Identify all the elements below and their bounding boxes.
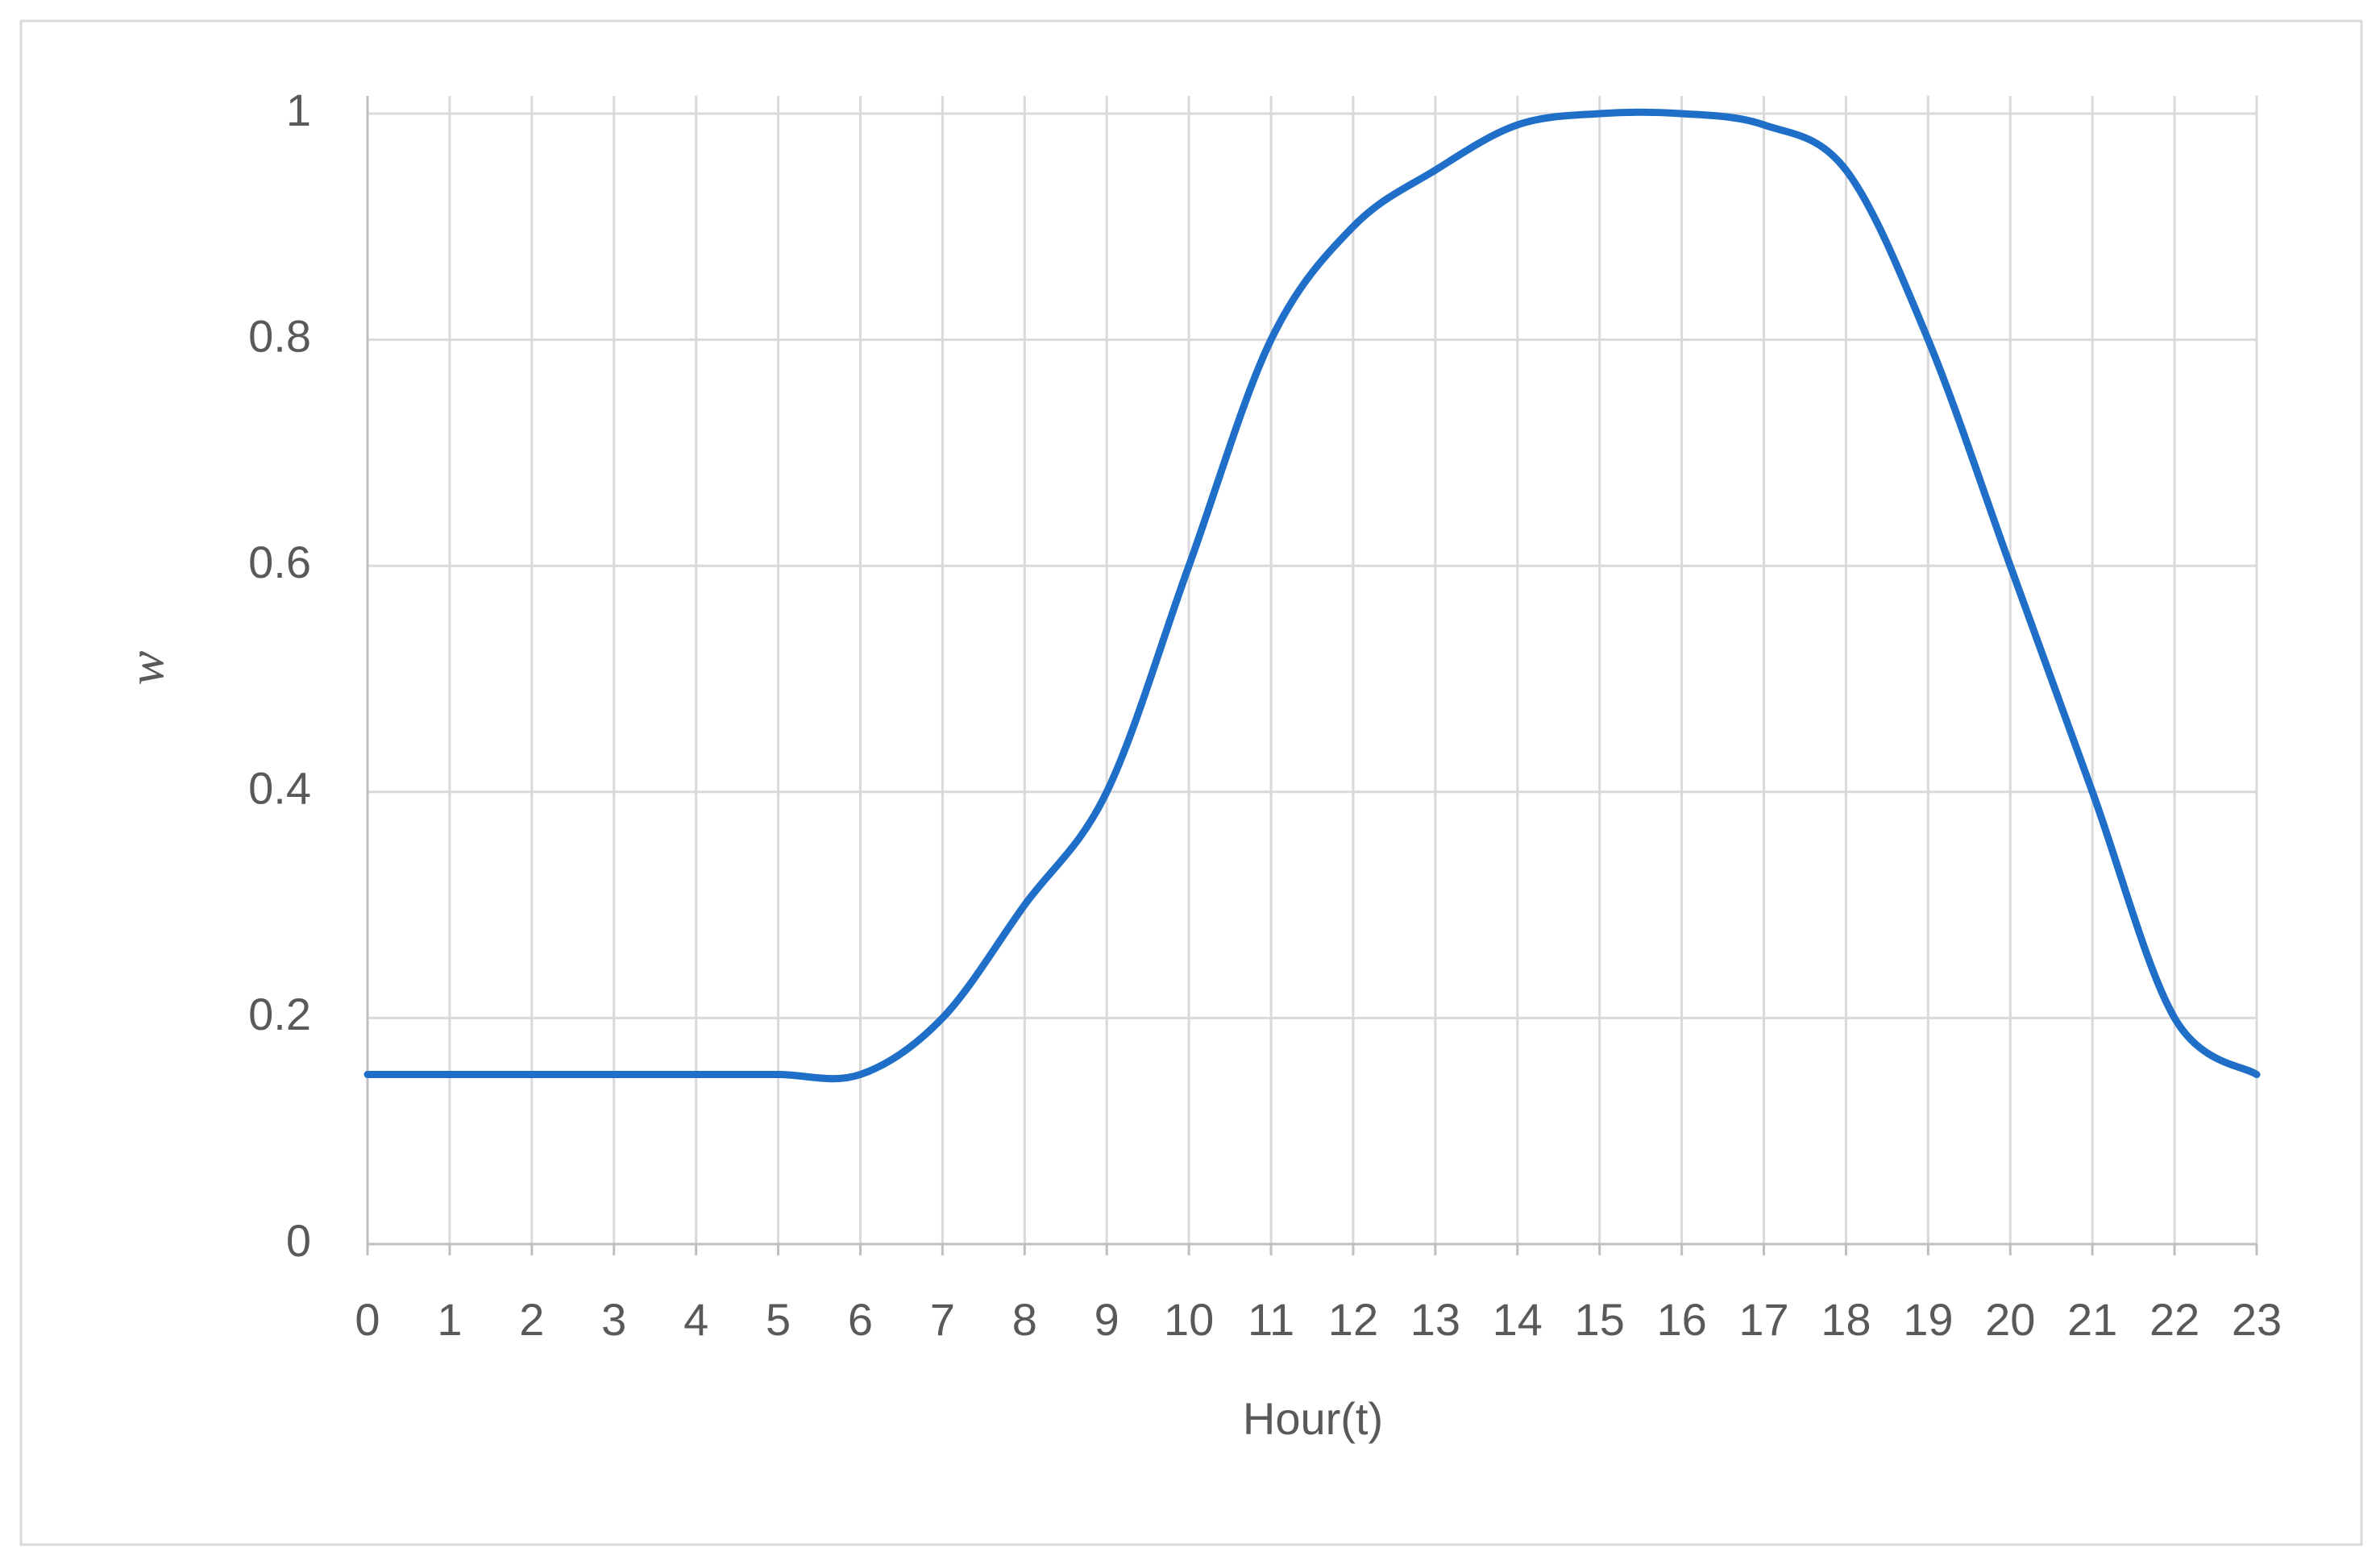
y-tick-label: 1 xyxy=(286,85,311,135)
x-tick-label: 5 xyxy=(766,1294,791,1345)
x-tick-label: 20 xyxy=(1985,1294,2035,1345)
x-tick-label: 3 xyxy=(601,1294,626,1345)
data-line xyxy=(363,108,2261,1083)
x-tick-label: 2 xyxy=(519,1294,544,1345)
x-tick-label: 23 xyxy=(2232,1294,2282,1345)
y-tick-label: 0.8 xyxy=(248,310,311,361)
y-tick-label: 0 xyxy=(286,1215,311,1266)
y-tick-label: 0.2 xyxy=(248,989,311,1039)
y-tick-label: 0.6 xyxy=(248,537,311,587)
x-tick-label: 1 xyxy=(437,1294,462,1345)
x-tick-label: 12 xyxy=(1328,1294,1378,1345)
y-tick-label: 0.4 xyxy=(248,763,311,814)
x-tick-label: 0 xyxy=(355,1294,380,1345)
x-axis-label: Hour(t) xyxy=(1243,1393,1383,1444)
x-tick-label: 19 xyxy=(1903,1294,1953,1345)
x-tick-label: 21 xyxy=(2067,1294,2117,1345)
x-tick-label: 18 xyxy=(1821,1294,1871,1345)
x-tick-label: 22 xyxy=(2149,1294,2199,1345)
x-tick-label: 16 xyxy=(1656,1294,1706,1345)
x-tick-label: 10 xyxy=(1164,1294,1214,1345)
x-tick-label: 17 xyxy=(1738,1294,1788,1345)
x-tick-label: 6 xyxy=(848,1294,873,1345)
x-tick-label: 8 xyxy=(1012,1294,1037,1345)
chart-border xyxy=(19,19,2363,1546)
x-tick-label: 9 xyxy=(1094,1294,1119,1345)
x-tick-label: 11 xyxy=(1248,1294,1294,1345)
x-tick-label: 15 xyxy=(1575,1294,1625,1345)
y-axis-label: w xyxy=(118,650,175,685)
x-tick-label: 14 xyxy=(1493,1294,1543,1345)
x-tick-label: 4 xyxy=(683,1294,708,1345)
x-tick-label: 7 xyxy=(930,1294,955,1345)
x-tick-label: 13 xyxy=(1410,1294,1460,1345)
